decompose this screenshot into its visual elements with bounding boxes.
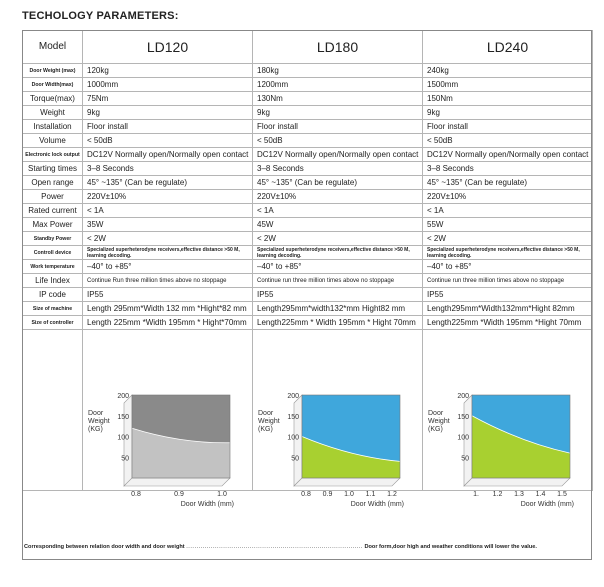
y-tick-label: 150 bbox=[287, 414, 299, 421]
y-tick-label: 100 bbox=[287, 435, 299, 442]
y-axis-label: (KG) bbox=[88, 426, 103, 433]
y-axis-label: Weight bbox=[258, 418, 280, 425]
x-tick-label: 1.0 bbox=[217, 491, 227, 498]
chart-curve bbox=[301, 436, 401, 462]
x-tick-label: 1. bbox=[473, 491, 479, 498]
x-tick-label: 1.1 bbox=[366, 491, 376, 498]
table-row: Standby Power < 2W < 2W < 2W bbox=[22, 231, 593, 246]
chart-curve bbox=[471, 415, 571, 454]
chart-area bbox=[132, 428, 230, 478]
chart-curve bbox=[131, 427, 231, 444]
y-axis-label: Weight bbox=[428, 418, 450, 425]
y-axis-label: Weight bbox=[88, 418, 110, 425]
y-tick-label: 100 bbox=[457, 435, 469, 442]
y-axis-label: Door bbox=[428, 410, 444, 417]
footer-note: Corresponding between relation door widt… bbox=[24, 544, 537, 550]
table-frame bbox=[22, 30, 592, 560]
spec-table: Model LD120 LD180 LD240 Door Weight (max) 120… bbox=[22, 30, 593, 491]
page-title: TECHOLOGY PARAMETERS: bbox=[22, 10, 179, 22]
x-tick-label: 1.4 bbox=[536, 491, 546, 498]
y-tick-label: 100 bbox=[117, 435, 129, 442]
y-tick-label: 50 bbox=[461, 455, 469, 462]
chart-plot-border bbox=[471, 394, 571, 479]
table-row: Rated current < 1A < 1A < 1A bbox=[22, 203, 593, 218]
x-tick-label: 1.5 bbox=[557, 491, 567, 498]
y-axis-label: Door bbox=[88, 410, 104, 417]
x-tick-label: 0.9 bbox=[174, 491, 184, 498]
table-row: Size of controller Length 225mm *Width 19… bbox=[22, 315, 593, 330]
x-tick-label: 0.8 bbox=[301, 491, 311, 498]
chart-area bbox=[472, 415, 570, 478]
footer-right: Door form,door high and weather conditio… bbox=[364, 544, 537, 550]
y-axis-label: Door bbox=[258, 410, 274, 417]
y-tick-label: 50 bbox=[291, 455, 299, 462]
x-axis-label: Door Width (mm) bbox=[351, 501, 404, 508]
chart-plot-border bbox=[301, 394, 401, 479]
footer-left: Corresponding between relation door widt… bbox=[24, 544, 185, 550]
table-row: Work temperature –40° to +85° –40° to +85°… bbox=[22, 259, 593, 274]
chart-plot-border bbox=[131, 394, 231, 479]
x-tick-label: 1.3 bbox=[514, 491, 524, 498]
y-tick-label: 150 bbox=[117, 414, 129, 421]
table-row: Volume < 50dB < 50dB < 50dB bbox=[22, 133, 593, 148]
x-tick-label: 1.0 bbox=[344, 491, 354, 498]
chart-ld240: 200 150 100 50 1. 1.2 1.3 1.4 1.5 Door Weight (KG) D… bbox=[422, 377, 592, 531]
y-tick-label: 150 bbox=[457, 414, 469, 421]
y-tick-label: 200 bbox=[287, 393, 299, 400]
chart-ld180: 200 150 100 50 0.8 0.9 1.0 1.1 1.2 Door Weight (KG)… bbox=[252, 377, 422, 531]
y-tick-label: 200 bbox=[117, 393, 129, 400]
y-axis-label: (KG) bbox=[258, 426, 273, 433]
footer-dots: ........................................… bbox=[186, 544, 363, 550]
charts-row: 200 150 100 50 0.8 0.9 1.0 Door Weight (KG) Door W… bbox=[22, 377, 592, 531]
table-row: Controll device Specialized superheterody… bbox=[22, 245, 593, 260]
y-axis-label: (KG) bbox=[428, 426, 443, 433]
table-row: Electronic lock output DC12V Normally ope… bbox=[22, 147, 593, 162]
header-model-label: Model bbox=[22, 30, 83, 64]
y-tick-label: 50 bbox=[121, 455, 129, 462]
x-axis-label: Door Width (mm) bbox=[521, 501, 574, 508]
x-axis-label: Door Width (mm) bbox=[181, 501, 234, 508]
table-row: Open range 45° ~135° (Can be regulate) 45°… bbox=[22, 175, 593, 190]
x-tick-label: 0.8 bbox=[131, 491, 141, 498]
x-tick-label: 1.2 bbox=[387, 491, 397, 498]
chart-area bbox=[302, 436, 400, 478]
chart-ld120: 200 150 100 50 0.8 0.9 1.0 Door Weight (KG) Door W… bbox=[82, 377, 252, 531]
x-tick-label: 1.2 bbox=[493, 491, 503, 498]
x-tick-label: 0.9 bbox=[323, 491, 333, 498]
y-tick-label: 200 bbox=[457, 393, 469, 400]
